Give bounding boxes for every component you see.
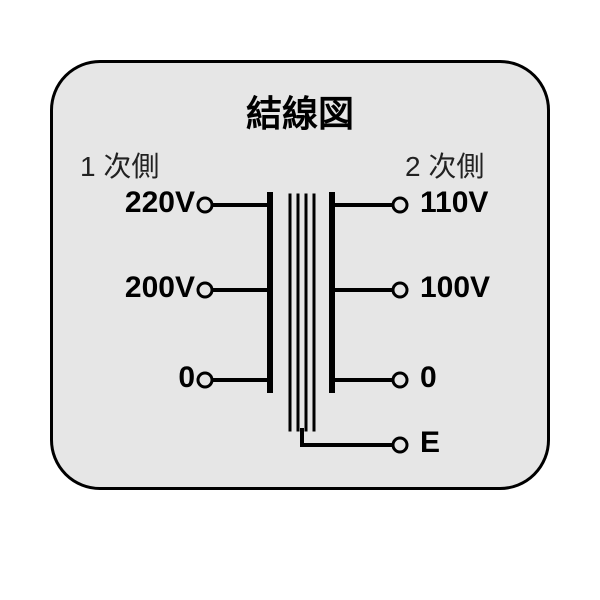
secondary-tap-label: 110V [420,186,530,220]
primary-tap-label: 0 [85,361,195,395]
secondary-tap-label: 100V [420,271,530,305]
diagram-stage: 結線図 1 次側 2 次側 220V200V0110V100V0E [0,0,600,600]
secondary-tap-label: 0 [420,361,530,395]
secondary-tap-label: E [420,426,530,460]
primary-tap-label: 200V [85,271,195,305]
primary-tap-label: 220V [85,186,195,220]
